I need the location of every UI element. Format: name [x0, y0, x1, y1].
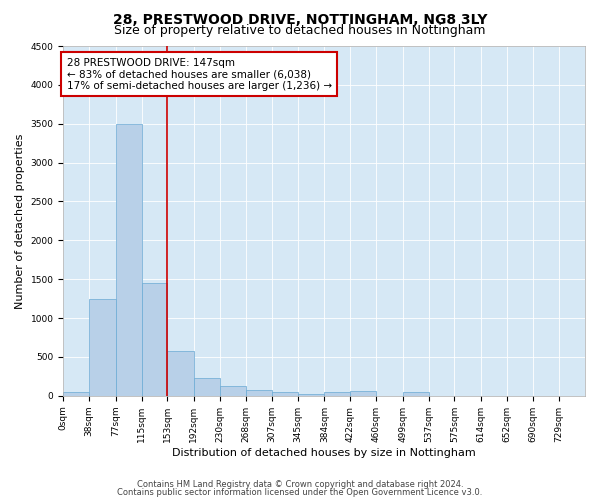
Text: 28 PRESTWOOD DRIVE: 147sqm
← 83% of detached houses are smaller (6,038)
17% of s: 28 PRESTWOOD DRIVE: 147sqm ← 83% of deta… [67, 58, 332, 91]
Bar [403, 392, 428, 396]
Bar [194, 378, 220, 396]
Bar [167, 351, 194, 396]
X-axis label: Distribution of detached houses by size in Nottingham: Distribution of detached houses by size … [172, 448, 476, 458]
Text: Size of property relative to detached houses in Nottingham: Size of property relative to detached ho… [114, 24, 486, 37]
Bar [272, 392, 298, 396]
Bar [220, 386, 245, 396]
Text: 28, PRESTWOOD DRIVE, NOTTINGHAM, NG8 3LY: 28, PRESTWOOD DRIVE, NOTTINGHAM, NG8 3LY [113, 12, 487, 26]
Bar [63, 392, 89, 396]
Bar [142, 283, 167, 396]
Bar [298, 394, 325, 396]
Bar [245, 390, 272, 396]
Bar [116, 124, 142, 396]
Y-axis label: Number of detached properties: Number of detached properties [15, 133, 25, 308]
Text: Contains public sector information licensed under the Open Government Licence v3: Contains public sector information licen… [118, 488, 482, 497]
Bar [325, 392, 350, 396]
Text: Contains HM Land Registry data © Crown copyright and database right 2024.: Contains HM Land Registry data © Crown c… [137, 480, 463, 489]
Bar [350, 391, 376, 396]
Bar [89, 298, 116, 396]
